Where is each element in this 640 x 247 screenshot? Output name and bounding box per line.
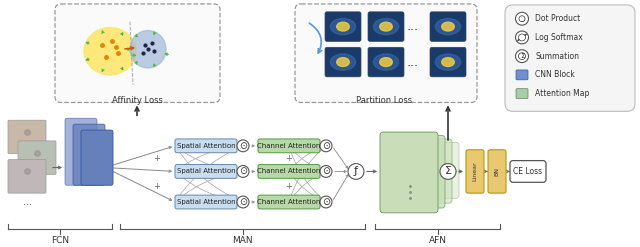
- FancyBboxPatch shape: [380, 132, 438, 213]
- Text: ...: ...: [407, 20, 419, 33]
- Circle shape: [519, 16, 525, 22]
- FancyBboxPatch shape: [65, 118, 97, 185]
- Text: +: +: [154, 182, 161, 191]
- Circle shape: [440, 164, 456, 179]
- Ellipse shape: [435, 19, 461, 35]
- Ellipse shape: [442, 58, 454, 66]
- Text: BN: BN: [495, 167, 499, 176]
- Text: Σ: Σ: [445, 166, 451, 176]
- Circle shape: [518, 53, 525, 60]
- Circle shape: [348, 164, 364, 179]
- Circle shape: [237, 165, 249, 177]
- Text: Log Softmax: Log Softmax: [535, 33, 583, 42]
- Text: Dot Product: Dot Product: [535, 14, 580, 23]
- Ellipse shape: [373, 54, 399, 70]
- FancyBboxPatch shape: [175, 139, 237, 153]
- Text: Spatial Attention: Spatial Attention: [177, 199, 236, 205]
- FancyBboxPatch shape: [430, 12, 466, 41]
- Text: Attention Map: Attention Map: [535, 89, 589, 98]
- Circle shape: [237, 196, 249, 208]
- FancyBboxPatch shape: [387, 136, 445, 208]
- FancyBboxPatch shape: [73, 124, 105, 185]
- FancyBboxPatch shape: [325, 12, 361, 41]
- Circle shape: [320, 165, 332, 177]
- FancyBboxPatch shape: [18, 141, 56, 174]
- FancyBboxPatch shape: [401, 142, 459, 198]
- Ellipse shape: [330, 19, 356, 35]
- Circle shape: [237, 140, 249, 152]
- Ellipse shape: [373, 19, 399, 35]
- Circle shape: [518, 34, 525, 41]
- Circle shape: [515, 12, 529, 25]
- FancyBboxPatch shape: [8, 160, 46, 193]
- Text: ⊙: ⊙: [322, 166, 330, 176]
- Text: Affinity Loss: Affinity Loss: [111, 96, 163, 104]
- Text: Channel Attention: Channel Attention: [257, 199, 321, 205]
- FancyBboxPatch shape: [516, 89, 528, 99]
- FancyBboxPatch shape: [368, 47, 404, 77]
- Text: ⊙: ⊙: [322, 141, 330, 151]
- FancyBboxPatch shape: [8, 120, 46, 154]
- Ellipse shape: [130, 31, 166, 68]
- Circle shape: [515, 50, 529, 62]
- Ellipse shape: [435, 54, 461, 70]
- FancyBboxPatch shape: [505, 5, 635, 111]
- Circle shape: [320, 196, 332, 208]
- Text: Linear: Linear: [472, 162, 477, 181]
- Text: ...: ...: [407, 56, 419, 69]
- Ellipse shape: [442, 22, 454, 31]
- Circle shape: [320, 140, 332, 152]
- FancyBboxPatch shape: [466, 150, 484, 193]
- FancyBboxPatch shape: [488, 150, 506, 193]
- Text: Σ: Σ: [520, 53, 524, 59]
- Text: Channel Attention: Channel Attention: [257, 143, 321, 149]
- FancyBboxPatch shape: [258, 195, 320, 209]
- Text: CE Loss: CE Loss: [513, 167, 543, 176]
- Ellipse shape: [337, 22, 349, 31]
- Text: CNN Block: CNN Block: [535, 70, 575, 79]
- Text: Partition Loss: Partition Loss: [356, 96, 412, 104]
- Ellipse shape: [330, 54, 356, 70]
- Text: ⊙: ⊙: [239, 141, 247, 151]
- Text: Summation: Summation: [535, 52, 579, 61]
- Circle shape: [515, 31, 529, 44]
- Ellipse shape: [380, 22, 392, 31]
- FancyBboxPatch shape: [175, 195, 237, 209]
- FancyBboxPatch shape: [394, 139, 452, 203]
- Text: ⊙: ⊙: [239, 166, 247, 176]
- Ellipse shape: [84, 28, 136, 75]
- FancyBboxPatch shape: [55, 4, 220, 103]
- Text: ⊙: ⊙: [322, 197, 330, 207]
- FancyBboxPatch shape: [258, 165, 320, 178]
- Text: Spatial Attention: Spatial Attention: [177, 143, 236, 149]
- FancyBboxPatch shape: [510, 161, 546, 182]
- Text: FCN: FCN: [51, 236, 69, 246]
- FancyBboxPatch shape: [295, 4, 477, 103]
- Text: MAN: MAN: [232, 236, 253, 246]
- Text: AFN: AFN: [429, 236, 447, 246]
- Text: ƒ: ƒ: [354, 166, 358, 176]
- Ellipse shape: [337, 58, 349, 66]
- Text: +: +: [285, 182, 292, 191]
- Text: ⊙: ⊙: [239, 197, 247, 207]
- FancyBboxPatch shape: [81, 130, 113, 185]
- FancyBboxPatch shape: [175, 165, 237, 178]
- Text: Channel Attention: Channel Attention: [257, 168, 321, 174]
- FancyBboxPatch shape: [258, 139, 320, 153]
- Text: +: +: [285, 154, 292, 163]
- FancyBboxPatch shape: [516, 70, 528, 80]
- Text: Spatial Attention: Spatial Attention: [177, 168, 236, 174]
- Ellipse shape: [380, 58, 392, 66]
- FancyBboxPatch shape: [430, 47, 466, 77]
- FancyBboxPatch shape: [325, 47, 361, 77]
- Text: +: +: [154, 154, 161, 163]
- Text: ...: ...: [24, 197, 33, 207]
- FancyBboxPatch shape: [368, 12, 404, 41]
